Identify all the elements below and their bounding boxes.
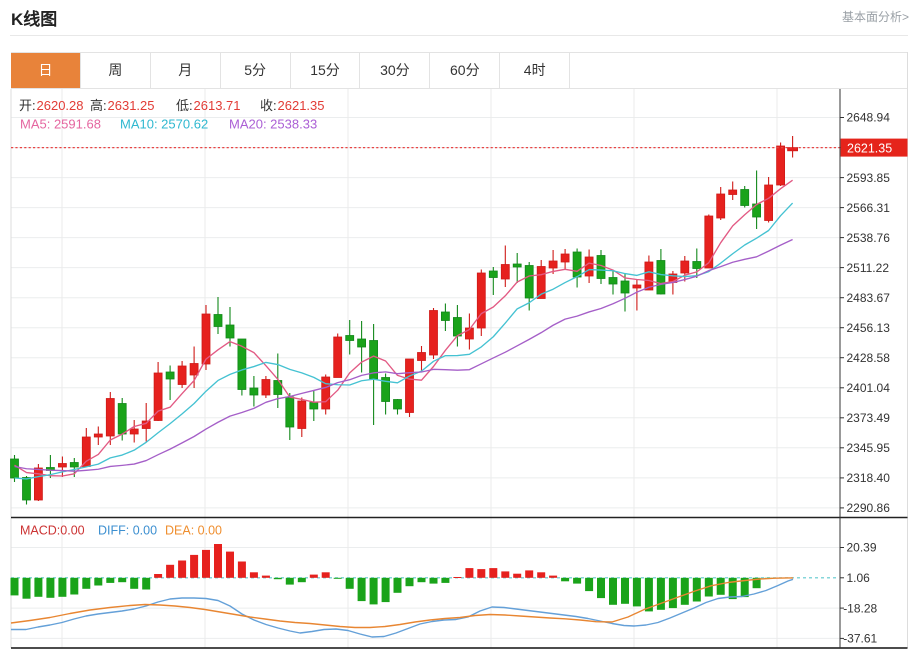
svg-text:MACD:0.00: MACD:0.00: [20, 524, 85, 538]
svg-text:2621.35: 2621.35: [847, 141, 892, 155]
svg-text:2648.94: 2648.94: [847, 111, 891, 125]
svg-text:2613.71: 2613.71: [194, 98, 241, 113]
svg-text:MA20: 2538.33: MA20: 2538.33: [229, 117, 317, 132]
svg-text:2538.76: 2538.76: [847, 231, 891, 245]
svg-text:2511.22: 2511.22: [847, 261, 890, 275]
svg-text:DIFF: 0.00: DIFF: 0.00: [98, 524, 157, 538]
svg-text:收:: 收:: [260, 98, 277, 113]
svg-text:2428.58: 2428.58: [847, 351, 891, 365]
svg-text:-18.28: -18.28: [843, 601, 877, 615]
svg-text:2593.85: 2593.85: [847, 171, 891, 185]
svg-text:-37.61: -37.61: [843, 632, 877, 646]
svg-text:2290.86: 2290.86: [847, 501, 891, 515]
svg-text:DEA: 0.00: DEA: 0.00: [165, 524, 222, 538]
svg-text:2373.49: 2373.49: [847, 411, 891, 425]
svg-text:2401.04: 2401.04: [847, 381, 891, 395]
svg-text:2345.95: 2345.95: [847, 441, 891, 455]
svg-text:低:: 低:: [176, 98, 193, 113]
svg-text:MA10: 2570.62: MA10: 2570.62: [120, 117, 208, 132]
svg-text:2620.28: 2620.28: [37, 98, 84, 113]
svg-text:开:: 开:: [19, 98, 36, 113]
svg-text:2566.31: 2566.31: [847, 201, 891, 215]
svg-text:MA5: 2591.68: MA5: 2591.68: [20, 117, 101, 132]
svg-text:20.39: 20.39: [847, 541, 877, 555]
svg-text:2318.40: 2318.40: [847, 471, 891, 485]
svg-text:2621.35: 2621.35: [278, 98, 325, 113]
svg-text:2456.13: 2456.13: [847, 321, 891, 335]
svg-text:2483.67: 2483.67: [847, 291, 891, 305]
svg-text:高:: 高:: [90, 98, 107, 113]
svg-text:2631.25: 2631.25: [108, 98, 155, 113]
svg-text:1.06: 1.06: [847, 571, 871, 585]
